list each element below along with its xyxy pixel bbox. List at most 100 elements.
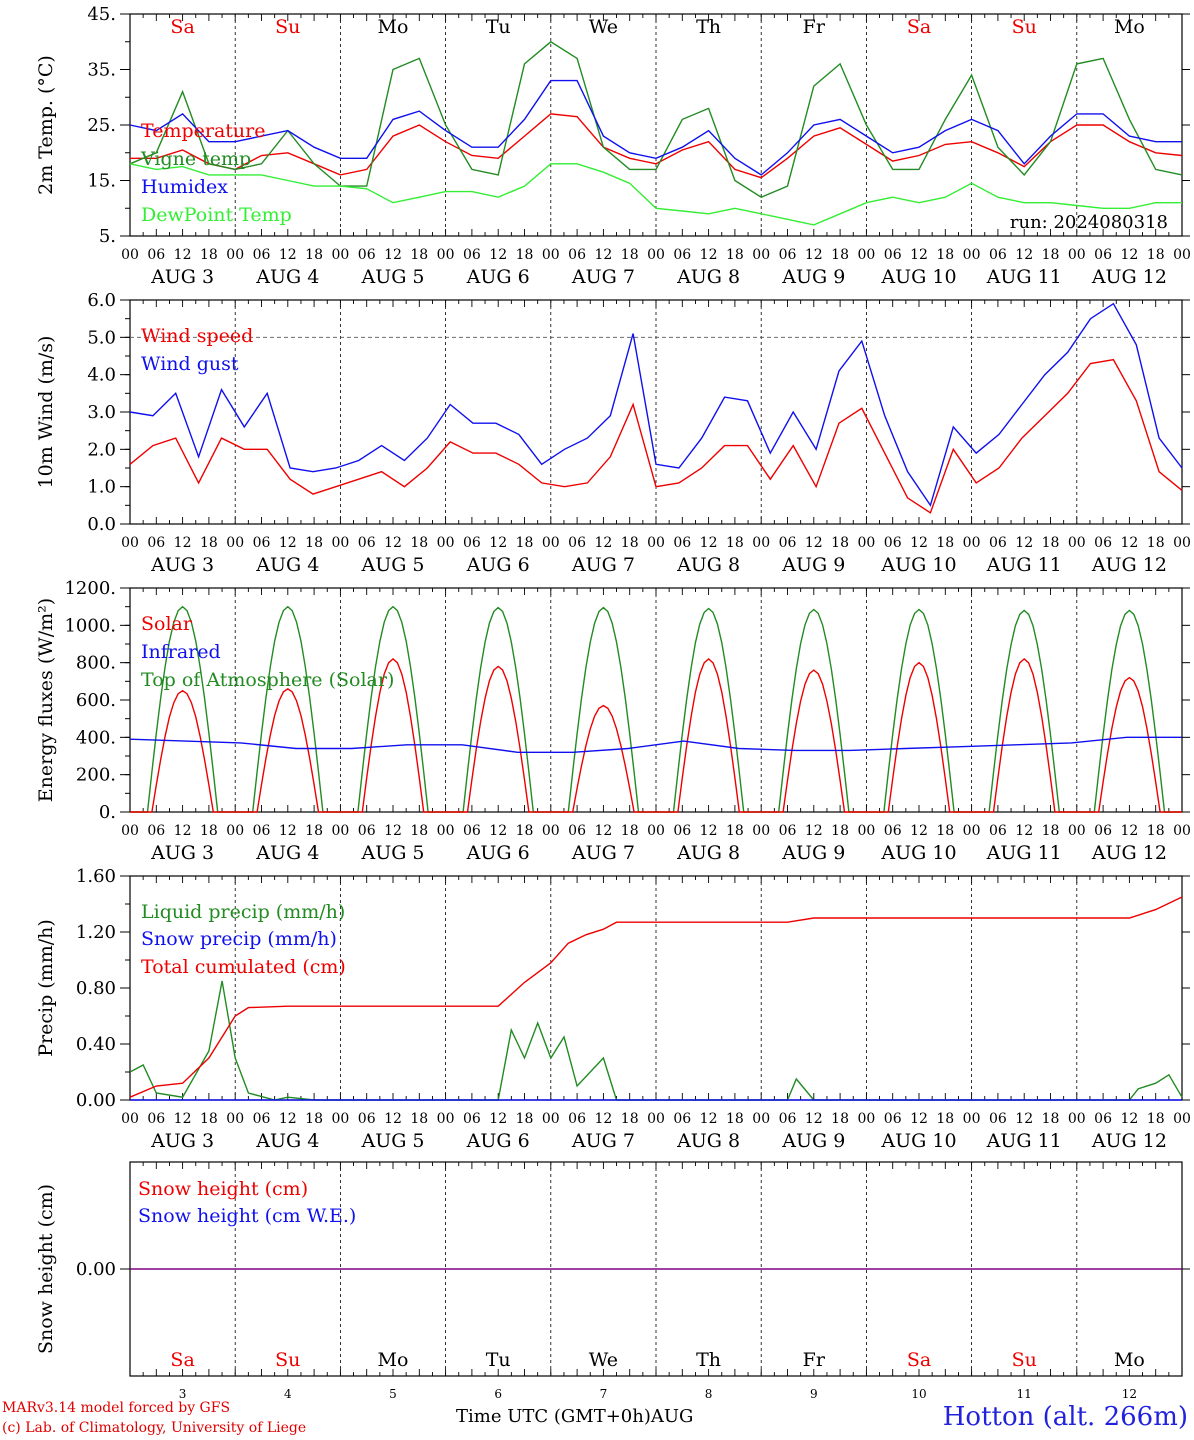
hour-label: 12 <box>805 535 823 551</box>
hour-label: 18 <box>516 823 534 839</box>
day-label: AUG 12 <box>1091 266 1167 288</box>
day-label: AUG 12 <box>1091 842 1167 864</box>
y-tick-label: 1200. <box>64 578 116 599</box>
hour-label: 18 <box>200 535 218 551</box>
day-label: AUG 10 <box>880 842 956 864</box>
hour-label: 12 <box>384 535 402 551</box>
hour-label: 00 <box>1173 247 1191 263</box>
hour-label: 12 <box>279 823 297 839</box>
y-tick-label: 35. <box>87 60 116 81</box>
hour-label: 18 <box>410 535 428 551</box>
hour-label: 18 <box>936 247 954 263</box>
legend-entry: Solar <box>141 613 193 635</box>
hour-label: 00 <box>226 823 244 839</box>
hour-label: 06 <box>463 1111 481 1127</box>
y-tick-label: 3.0 <box>87 402 116 423</box>
credit-line-1: MARv3.14 model forced by GFS <box>2 1400 231 1416</box>
hour-label: 00 <box>437 247 455 263</box>
series-line <box>129 163 1182 226</box>
day-label: AUG 10 <box>880 266 956 288</box>
hour-label: 00 <box>542 247 560 263</box>
weekday-label: We <box>589 1349 618 1371</box>
hour-label: 12 <box>489 535 507 551</box>
hour-label: 18 <box>831 1111 849 1127</box>
hour-label: 06 <box>568 535 586 551</box>
y-tick-label: 1.60 <box>76 866 116 887</box>
day-label: AUG 6 <box>466 554 530 576</box>
hour-label: 06 <box>673 535 691 551</box>
time-axis-label: Time UTC (GMT+0h)AUG <box>456 1406 694 1427</box>
hour-label: 00 <box>437 823 455 839</box>
hour-label: 00 <box>963 823 981 839</box>
hour-label: 06 <box>884 535 902 551</box>
day-label: AUG 8 <box>676 554 740 576</box>
hour-label: 18 <box>305 247 323 263</box>
hour-label: 12 <box>384 247 402 263</box>
y-tick-label: 4.0 <box>87 365 116 386</box>
day-label: AUG 5 <box>360 266 424 288</box>
hour-label: 12 <box>594 247 612 263</box>
hour-label: 12 <box>910 823 928 839</box>
hour-label: 18 <box>410 247 428 263</box>
hour-label: 00 <box>437 535 455 551</box>
hour-label: 12 <box>489 247 507 263</box>
y-tick-label: 15. <box>87 171 116 192</box>
y-tick-label: 0.00 <box>76 1259 116 1280</box>
hour-label: 18 <box>516 247 534 263</box>
hour-label: 06 <box>884 1111 902 1127</box>
hour-label: 18 <box>200 823 218 839</box>
run-label: run: 2024080318 <box>1010 212 1168 233</box>
hour-label: 18 <box>305 823 323 839</box>
y-tick-label: 6.0 <box>87 290 116 311</box>
hour-label: 06 <box>253 1111 271 1127</box>
hour-label: 18 <box>410 1111 428 1127</box>
hour-label: 00 <box>857 1111 875 1127</box>
series-line <box>129 40 1183 198</box>
hour-label: 18 <box>936 1111 954 1127</box>
hour-label: 06 <box>1094 247 1112 263</box>
y-tick-label: 0.80 <box>76 978 116 999</box>
legend-entry: Snow height (cm W.E.) <box>138 1205 356 1227</box>
hour-label: 06 <box>779 823 797 839</box>
day-label: AUG 7 <box>571 1130 635 1152</box>
hour-label: 00 <box>857 535 875 551</box>
weekday-label: Su <box>275 16 300 38</box>
hour-label: 00 <box>647 1111 665 1127</box>
hour-label: 12 <box>1120 1111 1138 1127</box>
y-tick-label: 0.0 <box>87 514 116 535</box>
hour-label: 18 <box>621 247 639 263</box>
hour-label: 12 <box>384 823 402 839</box>
hour-label: 06 <box>358 823 376 839</box>
day-label: AUG 12 <box>1091 554 1167 576</box>
hour-label: 12 <box>910 1111 928 1127</box>
legend-entry: Total cumulated (cm) <box>141 956 346 978</box>
y-tick-label: 5. <box>99 226 116 247</box>
hour-label: 00 <box>121 823 139 839</box>
hour-label: 06 <box>1094 1111 1112 1127</box>
y-tick-label: 200. <box>76 765 116 786</box>
hour-label: 00 <box>331 823 349 839</box>
legend-entry: Infrared <box>141 641 221 663</box>
hour-label: 06 <box>358 247 376 263</box>
y-tick-label: 0.40 <box>76 1034 116 1055</box>
y-axis-title: 2m Temp. (°C) <box>35 55 57 195</box>
legend-entry: Wind speed <box>141 325 253 347</box>
hour-label: 06 <box>253 823 271 839</box>
day-label: AUG 4 <box>255 1130 319 1152</box>
y-tick-label: 1.0 <box>87 477 116 498</box>
day-label: AUG 9 <box>781 1130 845 1152</box>
hour-label: 18 <box>621 1111 639 1127</box>
day-label: AUG 9 <box>781 266 845 288</box>
hour-label: 06 <box>1094 823 1112 839</box>
hour-label: 06 <box>568 247 586 263</box>
weekday-label: Mo <box>378 1349 409 1371</box>
weekday-label: Mo <box>1114 1349 1145 1371</box>
hour-label: 06 <box>463 247 481 263</box>
hour-label: 06 <box>673 247 691 263</box>
hour-label: 00 <box>963 247 981 263</box>
hour-label: 18 <box>200 1111 218 1127</box>
hour-label: 06 <box>779 1111 797 1127</box>
hour-label: 06 <box>358 1111 376 1127</box>
weekday-label: Fr <box>803 16 826 38</box>
legend-entry: Wind gust <box>141 353 239 375</box>
